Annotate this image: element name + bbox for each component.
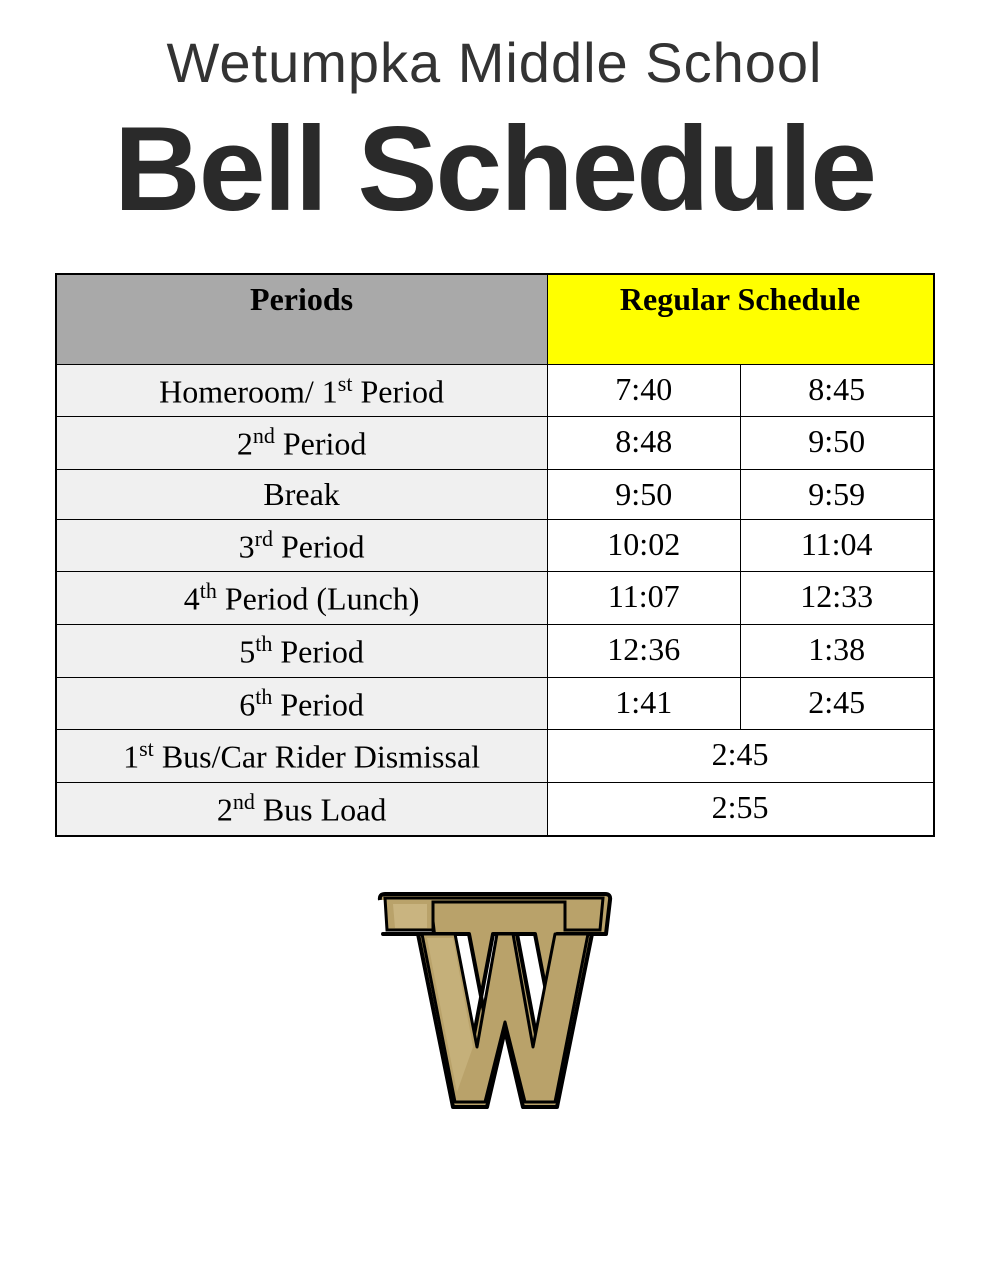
period-ordinal: rd bbox=[255, 526, 273, 551]
school-name: Wetumpka Middle School bbox=[30, 30, 959, 95]
period-cell: 5th Period bbox=[56, 625, 548, 678]
column-header-periods: Periods bbox=[56, 274, 548, 364]
period-suffix: Bus/Car Rider Dismissal bbox=[154, 739, 480, 775]
period-prefix: Break bbox=[263, 476, 339, 512]
table-row: 5th Period12:361:38 bbox=[56, 625, 934, 678]
period-suffix: Bus Load bbox=[255, 792, 387, 828]
end-time-cell: 8:45 bbox=[740, 364, 933, 417]
period-prefix: 6 bbox=[239, 686, 255, 722]
period-ordinal: th bbox=[255, 631, 272, 656]
period-suffix: Period (Lunch) bbox=[217, 581, 420, 617]
period-cell: Homeroom/ 1st Period bbox=[56, 364, 548, 417]
period-cell: 2nd Period bbox=[56, 417, 548, 470]
period-ordinal: th bbox=[255, 684, 272, 709]
end-time-cell: 12:33 bbox=[740, 572, 933, 625]
period-prefix: 2 bbox=[217, 792, 233, 828]
period-suffix: Period bbox=[272, 634, 364, 670]
period-ordinal: nd bbox=[253, 423, 275, 448]
table-row: Break 9:509:59 bbox=[56, 469, 934, 519]
table-header-row: Periods Regular Schedule bbox=[56, 274, 934, 364]
page-title: Bell Schedule bbox=[30, 100, 959, 238]
table-row: 6th Period1:412:45 bbox=[56, 677, 934, 730]
start-time-cell: 12:36 bbox=[547, 625, 740, 678]
table-row: Homeroom/ 1st Period7:408:45 bbox=[56, 364, 934, 417]
logo-container bbox=[30, 877, 959, 1132]
end-time-cell: 11:04 bbox=[740, 519, 933, 572]
end-time-cell: 2:45 bbox=[740, 677, 933, 730]
end-time-cell: 1:38 bbox=[740, 625, 933, 678]
table-row: 3rd Period10:0211:04 bbox=[56, 519, 934, 572]
schedule-table: Periods Regular Schedule Homeroom/ 1st P… bbox=[55, 273, 935, 837]
period-prefix: 2 bbox=[237, 426, 253, 462]
period-cell: Break bbox=[56, 469, 548, 519]
end-time-cell: 9:59 bbox=[740, 469, 933, 519]
table-row: 1st Bus/Car Rider Dismissal2:45 bbox=[56, 730, 934, 783]
period-prefix: 3 bbox=[239, 528, 255, 564]
start-time-cell: 1:41 bbox=[547, 677, 740, 730]
start-time-cell: 10:02 bbox=[547, 519, 740, 572]
period-cell: 1st Bus/Car Rider Dismissal bbox=[56, 730, 548, 783]
period-ordinal: th bbox=[200, 578, 217, 603]
table-row: 4th Period (Lunch)11:0712:33 bbox=[56, 572, 934, 625]
period-prefix: 1 bbox=[123, 739, 139, 775]
period-prefix: Homeroom/ 1 bbox=[159, 373, 338, 409]
start-time-cell: 7:40 bbox=[547, 364, 740, 417]
period-ordinal: st bbox=[338, 371, 353, 396]
start-time-cell: 11:07 bbox=[547, 572, 740, 625]
period-suffix: Period bbox=[275, 426, 367, 462]
period-cell: 2nd Bus Load bbox=[56, 783, 548, 836]
period-cell: 6th Period bbox=[56, 677, 548, 730]
end-time-cell: 9:50 bbox=[740, 417, 933, 470]
time-cell-span: 2:45 bbox=[547, 730, 933, 783]
start-time-cell: 9:50 bbox=[547, 469, 740, 519]
period-ordinal: nd bbox=[233, 789, 255, 814]
period-prefix: 4 bbox=[184, 581, 200, 617]
column-header-schedule: Regular Schedule bbox=[547, 274, 933, 364]
start-time-cell: 8:48 bbox=[547, 417, 740, 470]
school-logo-icon bbox=[360, 877, 630, 1127]
period-prefix: 5 bbox=[239, 634, 255, 670]
table-row: 2nd Period8:489:50 bbox=[56, 417, 934, 470]
period-ordinal: st bbox=[139, 736, 154, 761]
period-cell: 4th Period (Lunch) bbox=[56, 572, 548, 625]
period-suffix: Period bbox=[272, 686, 364, 722]
period-cell: 3rd Period bbox=[56, 519, 548, 572]
period-suffix: Period bbox=[273, 528, 365, 564]
period-suffix: Period bbox=[352, 373, 444, 409]
table-row: 2nd Bus Load2:55 bbox=[56, 783, 934, 836]
time-cell-span: 2:55 bbox=[547, 783, 933, 836]
